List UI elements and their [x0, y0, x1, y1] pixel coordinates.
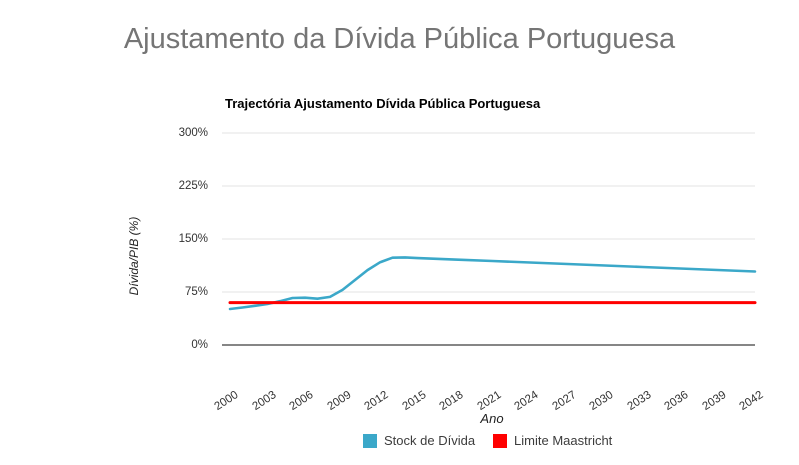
y-tick-label: 225% [178, 179, 208, 192]
y-tick-label: 75% [184, 285, 208, 298]
legend-swatch-limite-maastricht [493, 433, 508, 448]
legend-label: Stock de Dívida [384, 433, 476, 448]
y-tick-label: 0% [191, 338, 208, 351]
legend: Stock de Dívida Limite Maastricht [363, 433, 612, 448]
legend-swatch-stock-de-divida [363, 433, 377, 448]
page-title: Ajustamento da Dívida Pública Portuguesa [123, 23, 676, 56]
legend-item-limite-maastricht[interactable]: Limite Maastricht [493, 433, 612, 448]
y-tick-label: 300% [178, 126, 208, 139]
legend-label: Limite Maastricht [514, 433, 613, 448]
chart-title: Trajectória Ajustamento Dívida Pública P… [225, 96, 541, 111]
y-tick-label: 150% [178, 232, 208, 245]
legend-item-stock-de-divida[interactable]: Stock de Dívida [363, 433, 475, 448]
x-axis-label: Ano [480, 411, 504, 426]
